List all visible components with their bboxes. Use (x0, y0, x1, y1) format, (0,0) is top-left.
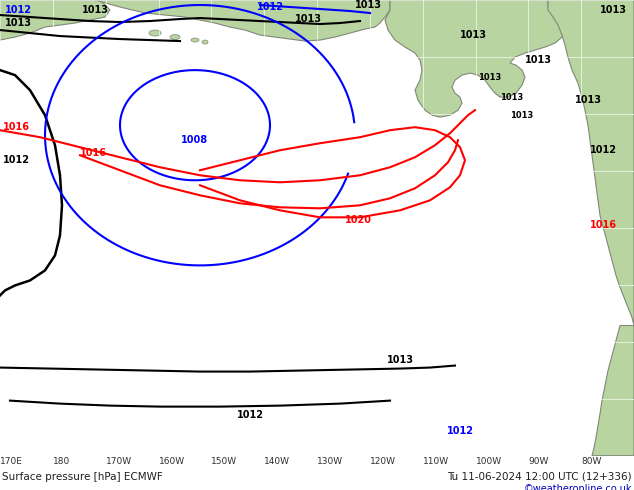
Ellipse shape (149, 30, 161, 36)
Polygon shape (548, 0, 634, 325)
Text: 1013: 1013 (387, 355, 413, 365)
Text: 170E: 170E (0, 457, 23, 465)
Text: 120W: 120W (370, 457, 396, 465)
Text: 1020: 1020 (344, 215, 372, 225)
Text: 1016: 1016 (80, 148, 107, 158)
Text: 1013: 1013 (295, 14, 322, 24)
Text: 1013: 1013 (600, 5, 627, 15)
Text: Surface pressure [hPa] ECMWF: Surface pressure [hPa] ECMWF (2, 472, 163, 482)
Text: 1012: 1012 (236, 410, 264, 419)
Text: 1012: 1012 (257, 2, 283, 12)
Text: 140W: 140W (264, 457, 290, 465)
Text: ©weatheronline.co.uk: ©weatheronline.co.uk (524, 484, 632, 490)
Text: 1016: 1016 (590, 220, 617, 230)
Text: 1013: 1013 (82, 5, 109, 15)
Text: 1013: 1013 (525, 55, 552, 65)
Polygon shape (592, 325, 634, 456)
Polygon shape (95, 0, 390, 41)
Text: 1012: 1012 (3, 155, 30, 165)
Text: 1012: 1012 (446, 426, 474, 436)
Text: 1016: 1016 (3, 122, 30, 132)
Ellipse shape (170, 35, 180, 40)
Ellipse shape (202, 40, 208, 44)
Text: 1013: 1013 (500, 93, 523, 101)
Text: 150W: 150W (211, 457, 238, 465)
Text: 170W: 170W (106, 457, 132, 465)
Text: 80W: 80W (581, 457, 602, 465)
Text: 1013: 1013 (510, 111, 533, 120)
Text: 1012: 1012 (5, 5, 32, 15)
Text: 90W: 90W (528, 457, 548, 465)
Ellipse shape (191, 38, 199, 42)
Text: 180: 180 (53, 457, 70, 465)
Text: 1013: 1013 (478, 73, 501, 82)
Text: Tu 11-06-2024 12:00 UTC (12+336): Tu 11-06-2024 12:00 UTC (12+336) (448, 472, 632, 482)
Text: 160W: 160W (158, 457, 184, 465)
Text: 1013: 1013 (575, 95, 602, 105)
Text: 1013: 1013 (5, 18, 32, 28)
Text: 130W: 130W (317, 457, 343, 465)
Text: 1012: 1012 (590, 145, 617, 155)
Text: 1013: 1013 (460, 30, 487, 40)
Text: 110W: 110W (423, 457, 449, 465)
Text: 1008: 1008 (181, 135, 209, 145)
Text: 1013: 1013 (355, 0, 382, 10)
Text: 100W: 100W (476, 457, 501, 465)
Polygon shape (385, 0, 565, 117)
Polygon shape (0, 0, 110, 40)
